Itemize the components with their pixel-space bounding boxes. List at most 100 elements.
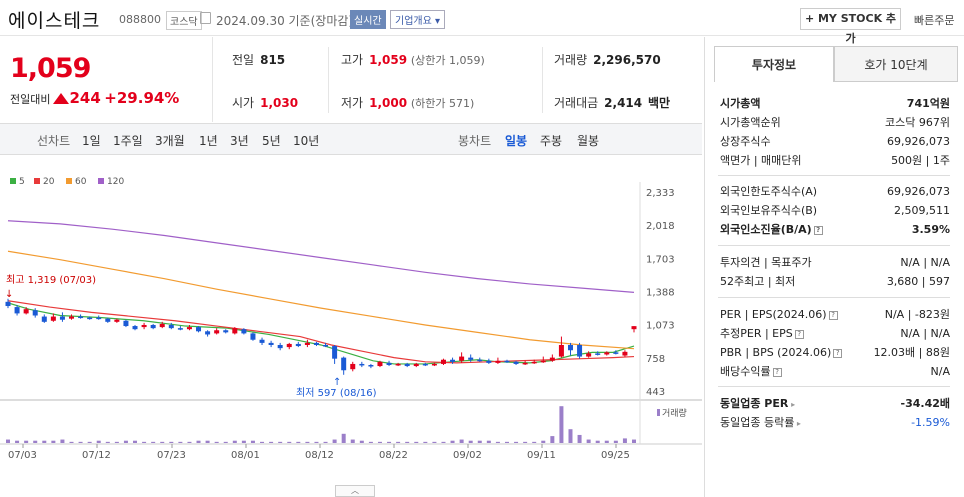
candle-body <box>69 316 75 319</box>
volume-bar <box>359 440 364 443</box>
help-icon[interactable]: ? <box>772 368 782 377</box>
y-tick-label: 1,703 <box>646 254 675 265</box>
candle-body <box>50 316 56 321</box>
help-icon[interactable]: ? <box>813 226 823 235</box>
period-3y[interactable]: 3년 <box>230 134 249 148</box>
volume-bar <box>133 440 138 443</box>
volume-bar <box>241 440 246 443</box>
volume-bar <box>450 440 455 443</box>
candle-chart-label: 봉차트 <box>458 134 492 148</box>
candle-body <box>241 329 247 334</box>
add-mystock-button[interactable]: + MY STOCK 추가 <box>800 8 901 45</box>
info-label: PBR | BPS (2024.06) <box>720 346 832 359</box>
arrow-icon[interactable]: ▸ <box>794 419 801 428</box>
volume-bar <box>341 433 346 443</box>
period-3m[interactable]: 3개월 <box>155 134 185 148</box>
volume-bar <box>42 440 47 443</box>
high-price: 고가 1,059 (상한가 1,059) <box>341 53 485 67</box>
price-panel <box>0 37 213 122</box>
base-date: 2024.09.30 기준(장마감) <box>216 14 354 28</box>
info-row: 52주최고 | 최저 3,680 | 597 <box>720 273 950 291</box>
stock-chart[interactable]: 2,333 2,018 1,703 1,388 1,073 758 443 최고 1,319 … <box>0 157 702 497</box>
legend-ma20: 20 <box>34 177 54 187</box>
volume: 거래량 2,296,570 <box>554 53 661 67</box>
candle-body <box>468 357 474 360</box>
candle-body <box>105 318 111 322</box>
info-value: -1.59% <box>911 416 950 429</box>
candle-body <box>549 357 555 361</box>
help-icon[interactable]: ? <box>833 349 843 358</box>
y-tick-label: 1,388 <box>646 288 675 299</box>
x-tick-label: 07/12 <box>82 450 111 461</box>
volume-bar <box>477 440 482 443</box>
volume-bar <box>232 440 237 443</box>
volume-bar <box>260 441 265 443</box>
volume-bar <box>24 440 29 443</box>
legend-ma120: 120 <box>98 177 124 187</box>
candle-body <box>332 346 338 359</box>
candle-body <box>386 362 392 365</box>
candle-body <box>78 316 84 319</box>
high-arrow-icon: ↓ <box>5 289 13 300</box>
ma20-line <box>7 300 635 364</box>
info-value: -34.42배 <box>900 397 950 410</box>
volume-bar <box>178 441 183 443</box>
candle-daily[interactable]: 일봉 <box>505 134 528 148</box>
volume-bar <box>541 440 546 443</box>
x-tick-label: 08/01 <box>231 450 260 461</box>
arrow-icon[interactable]: ▸ <box>788 400 796 409</box>
x-tick-label: 08/12 <box>305 450 334 461</box>
tab-investment-info[interactable]: 투자정보 <box>714 46 834 82</box>
legend-ma60: 60 <box>66 177 86 187</box>
info-row: PBR | BPS (2024.06)? 12.03배 | 88원 <box>720 344 950 362</box>
info-label: 외국인한도주식수(A) <box>720 185 818 198</box>
help-icon[interactable]: ? <box>828 311 838 320</box>
document-icon[interactable] <box>200 12 211 24</box>
company-info-dropdown[interactable]: 기업개요 ▾ <box>390 10 446 29</box>
info-row: PER | EPS(2024.06)? N/A | -823원 <box>720 306 950 324</box>
candle-body <box>304 342 310 345</box>
candle-body <box>250 333 256 340</box>
candle-body <box>232 328 238 334</box>
info-row: 상장주식수 69,926,073 <box>720 133 950 151</box>
x-tick-label: 07/23 <box>157 450 186 461</box>
x-tick-label: 09/11 <box>527 450 556 461</box>
info-row: 외국인소진율(B/A)? 3.59% <box>720 221 950 239</box>
candle-body <box>504 360 510 363</box>
realtime-button[interactable]: 실시간 <box>350 10 386 29</box>
candle-body <box>350 363 356 370</box>
volume-bar <box>514 441 519 443</box>
volume-bar <box>196 440 201 443</box>
period-1d[interactable]: 1일 <box>82 134 101 148</box>
period-1w[interactable]: 1주일 <box>113 134 143 148</box>
candle-body <box>586 353 592 357</box>
candle-weekly[interactable]: 주봉 <box>540 134 563 148</box>
volume-bar <box>559 406 564 443</box>
tab-order-book[interactable]: 호가 10단계 <box>834 46 958 82</box>
y-tick-label: 1,073 <box>646 321 675 332</box>
volume-bar <box>60 439 65 443</box>
volume-bar <box>214 441 219 443</box>
period-5y[interactable]: 5년 <box>262 134 281 148</box>
low-arrow-icon: ↑ <box>333 377 341 388</box>
candle-body <box>368 364 374 367</box>
candle-body <box>5 301 11 307</box>
volume-bar <box>205 440 210 443</box>
info-row: 액면가 | 매매단위 500원 | 1주 <box>720 152 950 170</box>
up-arrow-icon <box>53 93 70 104</box>
period-1y[interactable]: 1년 <box>199 134 218 148</box>
candle-body <box>495 360 501 363</box>
period-10y[interactable]: 10년 <box>293 134 320 148</box>
collapse-chart-button[interactable]: ︿ <box>335 485 375 497</box>
help-icon[interactable]: ? <box>794 330 804 339</box>
candle-monthly[interactable]: 월봉 <box>577 134 600 148</box>
chart-toolbar: 선차트 1일 1주일 3개월 1년 3년 5년 10년 봉차트 일봉 주봉 월봉 <box>0 123 702 155</box>
investment-sidebar <box>704 37 964 497</box>
y-tick-label: 2,018 <box>646 221 675 232</box>
quick-order-button[interactable]: 빠른주문 <box>914 14 955 27</box>
y-tick-label: 443 <box>646 387 665 398</box>
info-value: 69,926,073 <box>887 185 950 198</box>
volume-bar <box>151 441 156 443</box>
candle-body <box>631 326 637 330</box>
candle-body <box>313 342 319 345</box>
